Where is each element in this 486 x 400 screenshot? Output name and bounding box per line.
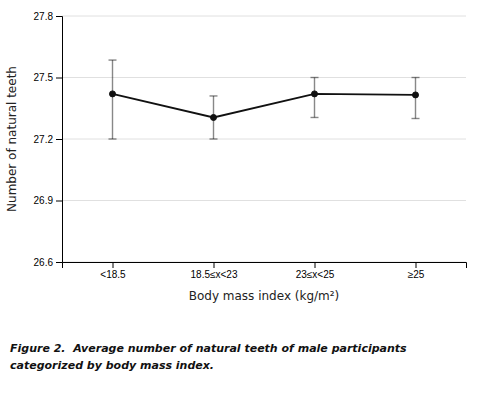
y-tick-mark	[56, 262, 62, 263]
error-bar-cap-lower	[412, 118, 420, 119]
y-tick: 26.9	[34, 195, 62, 206]
error-bar-stem	[112, 60, 113, 139]
y-tick-label: 27.8	[34, 11, 54, 22]
x-tick-label: 18.5≤x<23	[191, 269, 238, 280]
caption: Figure 2. Average number of natural teet…	[10, 342, 407, 372]
y-tick-label: 27.5	[34, 72, 54, 83]
grid-line	[62, 16, 466, 17]
chart-svg: 26.6 26.9 27.2 27.5 27.8 <18.5 18.5≤x<23 23≤x<2…	[0, 0, 486, 400]
x-axis-line	[63, 263, 467, 269]
x-tick: <18.5	[100, 262, 126, 280]
y-tick-label: 26.9	[34, 195, 54, 206]
error-bar-stem	[314, 78, 315, 118]
x-axis: <18.5 18.5≤x<23 23≤x<25 ≥25	[63, 262, 467, 280]
error-bar	[412, 78, 420, 119]
x-tick: 23≤x<25	[296, 262, 335, 280]
y-tick-label: 26.6	[34, 257, 54, 268]
error-bar-cap-upper	[210, 95, 218, 96]
caption-line: Figure 2. Average number of natural teet…	[10, 342, 407, 355]
point	[413, 92, 419, 98]
error-bars	[109, 60, 420, 139]
line	[113, 94, 416, 118]
y-tick-mark	[56, 16, 62, 17]
error-bar-cap-lower	[109, 138, 117, 139]
error-bar	[109, 60, 117, 139]
x-tick-mark	[113, 262, 114, 268]
y-tick: 27.8	[34, 11, 62, 22]
plot-area: 26.6 26.9 27.2 27.5 27.8 <18.5 18.5≤x<23 23≤x<2…	[5, 11, 467, 303]
x-tick-mark	[416, 262, 417, 268]
x-tick-mark	[214, 262, 215, 268]
error-bar-cap-lower	[210, 138, 218, 139]
y-tick-label: 27.2	[34, 134, 54, 145]
point	[312, 91, 318, 97]
point	[211, 114, 217, 120]
y-tick-mark	[56, 201, 62, 202]
point	[110, 91, 116, 97]
y-axis-line	[56, 17, 63, 263]
error-bar	[210, 96, 218, 139]
x-tick: 18.5≤x<23	[191, 262, 238, 280]
y-tick-mark	[56, 139, 62, 140]
x-tick-label: <18.5	[100, 269, 126, 280]
y-tick: 27.5	[34, 72, 62, 83]
marks	[109, 60, 420, 139]
x-tick-label: ≥25	[408, 269, 425, 280]
error-bar-cap-upper	[311, 77, 319, 78]
grid	[62, 16, 466, 262]
error-bar-cap-upper	[109, 59, 117, 60]
y-tick-mark	[56, 78, 62, 79]
points	[110, 91, 419, 121]
x-tick: ≥25	[408, 262, 425, 280]
x-axis-title: Body mass index (kg/m²)	[189, 289, 340, 303]
y-tick: 27.2	[34, 134, 62, 145]
error-bar-cap-lower	[311, 117, 319, 118]
caption-line: categorized by body mass index.	[10, 359, 214, 372]
x-tick-label: 23≤x<25	[296, 269, 335, 280]
grid-line	[62, 200, 466, 201]
y-axis-title: Number of natural teeth	[5, 66, 19, 212]
x-tick-mark	[315, 262, 316, 268]
y-tick: 26.6	[34, 257, 62, 268]
y-axis: 26.6 26.9 27.2 27.5 27.8	[34, 11, 63, 268]
chart-container: 26.6 26.9 27.2 27.5 27.8 <18.5 18.5≤x<23 23≤x<2…	[0, 0, 486, 400]
grid-line	[62, 77, 466, 78]
error-bar-cap-upper	[412, 77, 420, 78]
error-bar	[311, 78, 319, 118]
grid-line	[62, 139, 466, 140]
